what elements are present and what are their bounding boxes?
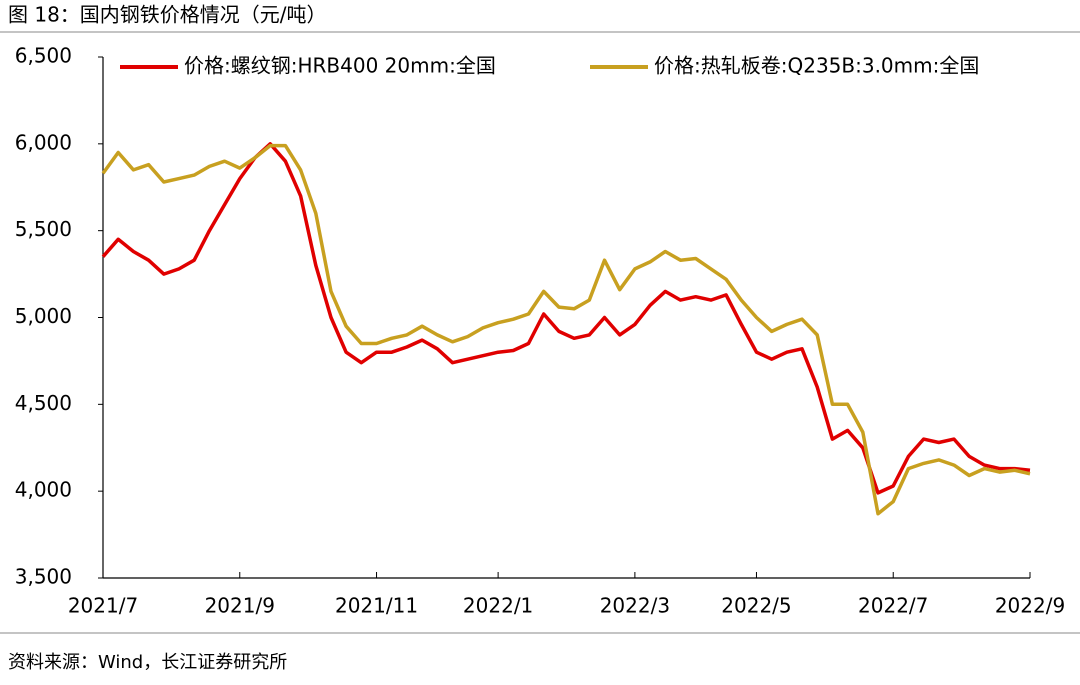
y-tick-label: 6,000 [15,130,72,154]
y-tick-label: 4,500 [15,391,72,415]
series-line [101,142,1031,495]
y-tick-label: 5,500 [15,217,72,241]
y-tick-label: 3,500 [15,565,72,589]
y-tick-label: 5,000 [15,304,72,328]
x-tick-label: 2022/7 [858,594,928,618]
x-tick-label: 2022/9 [995,594,1065,618]
legend-label: 价格:螺纹钢:HRB400 20mm:全国 [184,54,496,78]
y-tick-label: 6,500 [15,44,72,68]
series-line [101,143,1031,516]
chart-title: 图 18：国内钢铁价格情况（元/吨） [8,3,327,27]
source-note: 资料来源：Wind，长江证券研究所 [8,652,287,673]
x-tick-label: 2021/11 [335,594,418,618]
x-tick-label: 2021/7 [68,594,138,618]
x-tick-label: 2021/9 [205,594,275,618]
x-tick-label: 2022/1 [463,594,533,618]
x-tick-label: 2022/5 [721,594,791,618]
y-tick-label: 4,000 [15,478,72,502]
legend-label: 价格:热轧板卷:Q235B:3.0mm:全国 [654,54,979,78]
x-tick-label: 2022/3 [600,594,670,618]
